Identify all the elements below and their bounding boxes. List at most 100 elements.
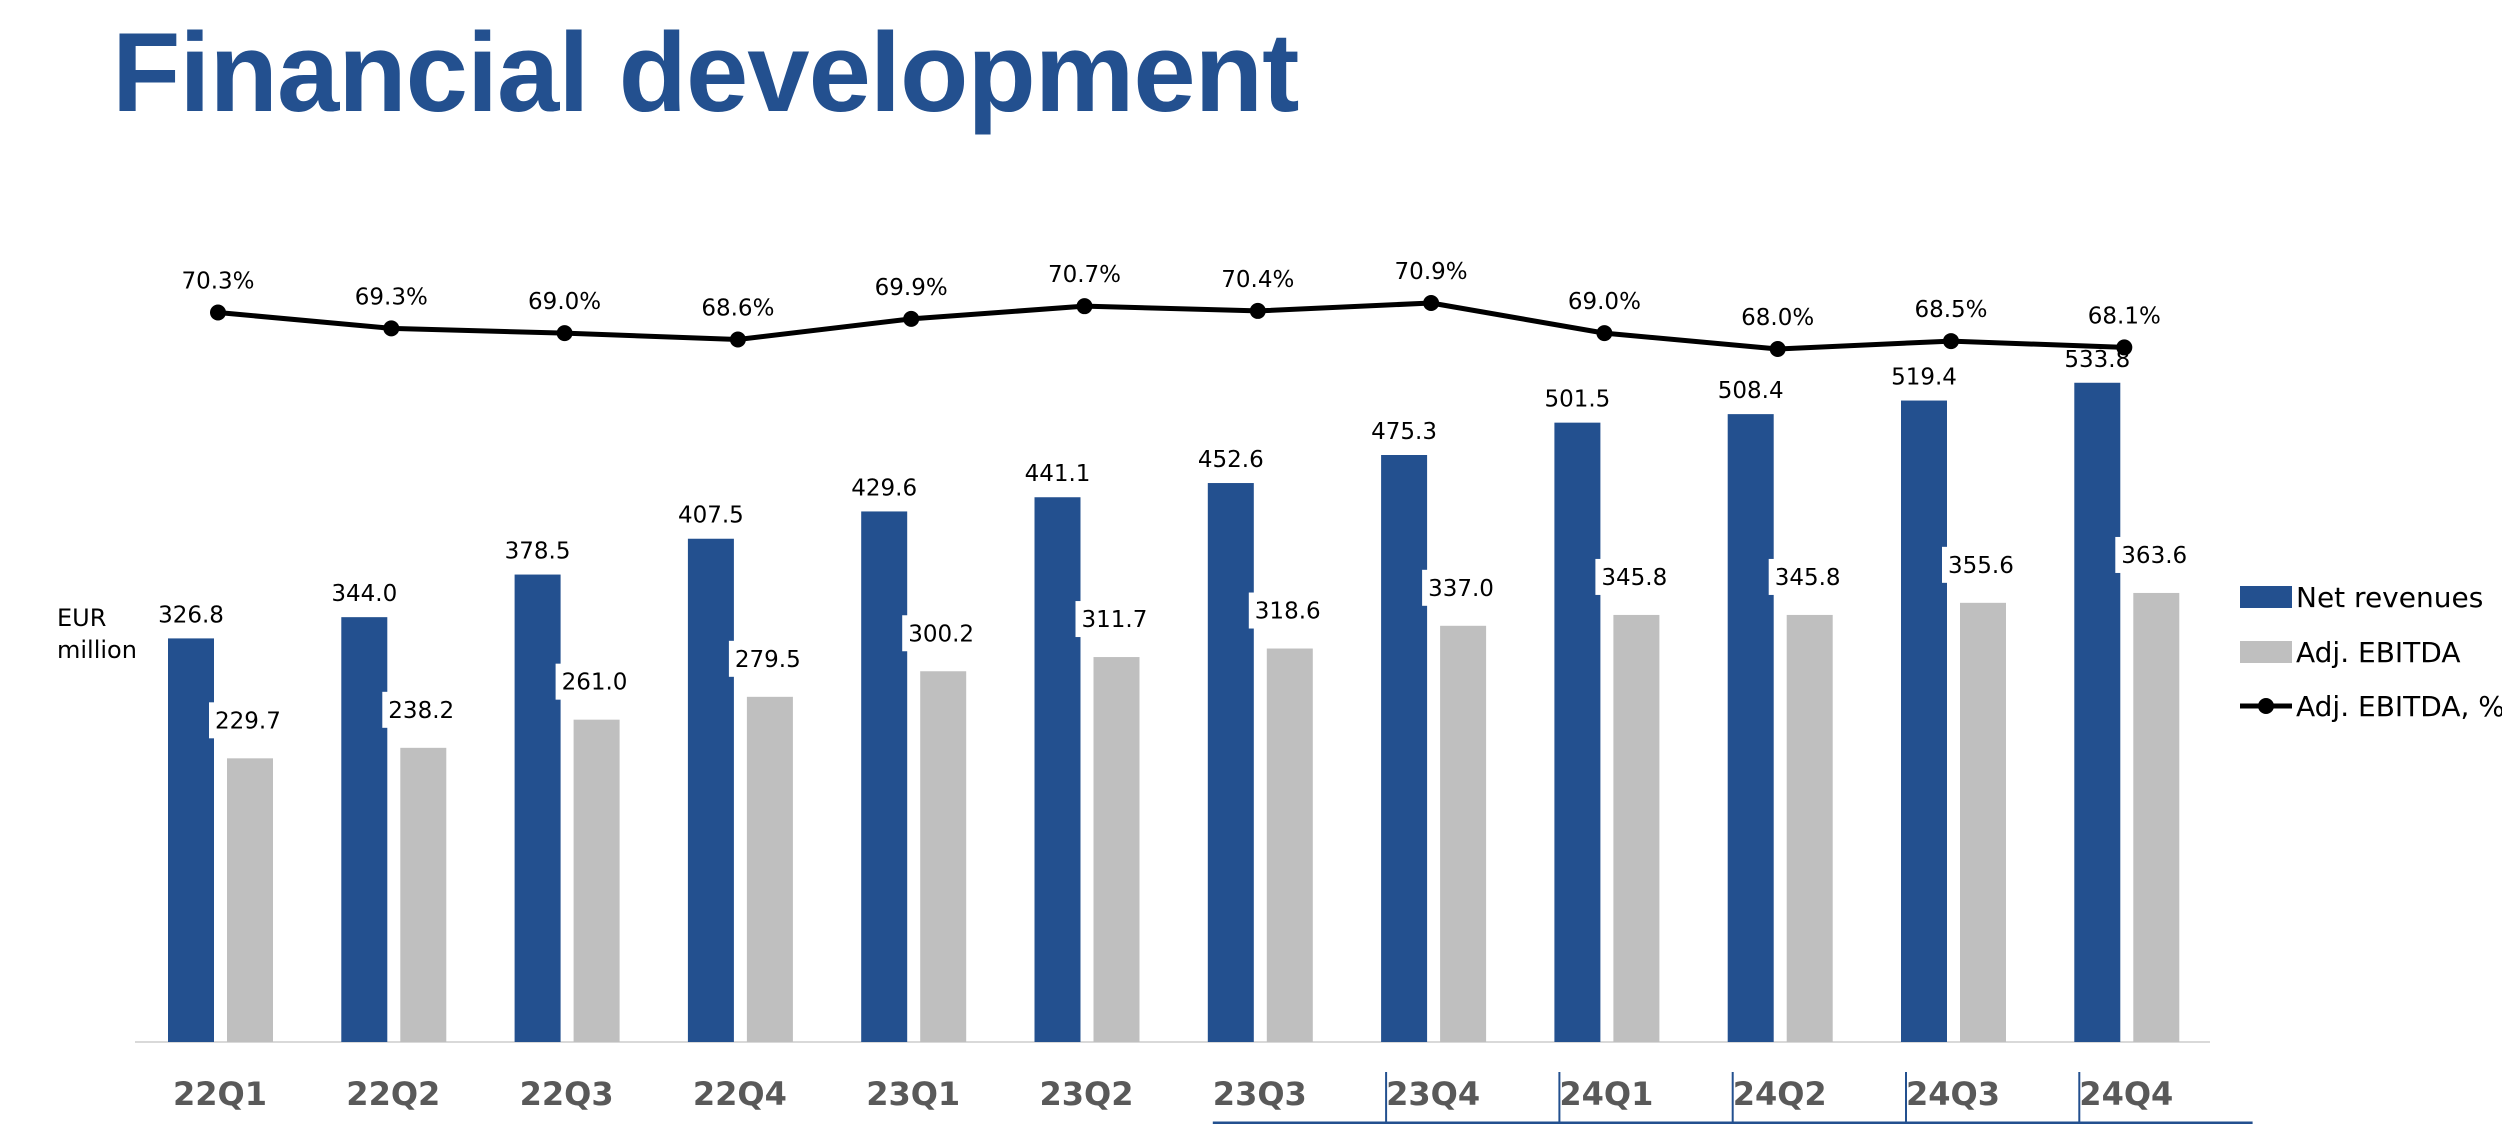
ebitda-margin-label-22Q4: 68.6% <box>701 295 774 321</box>
ebitda-bar-23Q3 <box>1266 648 1313 1042</box>
unit-label-line: EUR <box>57 604 106 632</box>
ebitda-label-22Q3: 261.0 <box>562 670 628 696</box>
ebitda-margin-line: 70.3% 69.3% 69.0% 68.6% 69.9% 70.7% 70.4% 70.9%… <box>181 259 2161 357</box>
legend-swatch-ebitda <box>2240 641 2292 663</box>
ebitda-label-22Q4: 279.5 <box>735 647 801 673</box>
ebitda-bar-22Q4 <box>746 696 793 1042</box>
net-revenue-bar-22Q3 <box>514 574 561 1042</box>
category-label-22Q1: 22Q1 <box>173 1075 267 1113</box>
net-revenue-bar-24Q3 <box>1901 400 1947 1042</box>
net-revenue-bar-23Q2 <box>1034 497 1081 1043</box>
ebitda-margin-label-23Q3: 70.4% <box>1221 267 1294 293</box>
net-revenue-bar-22Q1 <box>168 638 214 1042</box>
net-revenue-label-22Q1: 326.8 <box>158 602 224 628</box>
legend-marker-ebitda-margin <box>2258 698 2274 714</box>
ebitda-label-bg-24Q1 <box>1595 558 1676 595</box>
net-revenue-label-24Q3: 519.4 <box>1891 365 1957 391</box>
ebitda-margin-point-23Q1 <box>903 310 920 327</box>
category-label-22Q4: 22Q4 <box>693 1075 787 1113</box>
ebitda-margin-point-22Q2 <box>383 320 400 337</box>
category-label-23Q3: 23Q3 <box>1213 1075 1307 1113</box>
category-label-23Q4: 23Q4 <box>1386 1075 1480 1113</box>
ebitda-margin-label-24Q1: 69.0% <box>1568 289 1641 315</box>
ebitda-margin-label-22Q2: 69.3% <box>355 284 428 310</box>
net-revenue-label-23Q4: 475.3 <box>1371 419 1437 445</box>
ebitda-margin-point-23Q4 <box>1423 295 1440 311</box>
category-labels: 22Q1 22Q2 22Q3 22Q4 23Q1 23Q2 23Q3 23Q4 24Q1 24Q2… <box>173 1072 2253 1124</box>
ebitda-margin-label-24Q3: 68.5% <box>1914 297 1987 323</box>
ebitda-margin-label-23Q1: 69.9% <box>875 275 948 301</box>
ebitda-bar-24Q2 <box>1786 614 1833 1042</box>
ebitda-bar-24Q4 <box>2133 592 2180 1042</box>
ebitda-margin-label-23Q4: 70.9% <box>1395 259 1468 285</box>
net-revenue-label-23Q1: 429.6 <box>851 475 917 501</box>
ebitda-margin-point-22Q1 <box>210 304 226 321</box>
unit-label-line: million <box>57 636 137 664</box>
category-label-23Q2: 23Q2 <box>1040 1075 1134 1113</box>
ebitda-margin-label-24Q2: 68.0% <box>1741 305 1814 331</box>
net-revenue-label-23Q2: 441.1 <box>1025 461 1091 487</box>
legend: Net revenues Adj. EBITDA Adj. EBITDA, % <box>2240 581 2502 723</box>
legend-label-net-revenues: Net revenues <box>2296 581 2483 614</box>
ebitda-margin-label-23Q2: 70.7% <box>1048 262 1121 288</box>
ebitda-label-24Q3: 355.6 <box>1948 553 2014 579</box>
ebitda-margin-point-24Q3 <box>1943 333 1959 350</box>
category-label-24Q3: 24Q3 <box>1906 1075 2000 1113</box>
ebitda-margin-label-22Q3: 69.0% <box>528 289 601 315</box>
ebitda-margin-point-24Q4 <box>2116 339 2133 356</box>
ebitda-label-23Q1: 300.2 <box>908 621 974 647</box>
ebitda-bar-23Q1 <box>920 671 967 1042</box>
ebitda-label-24Q2: 345.8 <box>1775 565 1841 591</box>
ebitda-bar-23Q2 <box>1093 657 1140 1042</box>
ebitda-label-bg-23Q1 <box>902 615 983 652</box>
ebitda-label-24Q1: 345.8 <box>1601 565 1667 591</box>
net-revenue-bar-23Q1 <box>861 511 908 1043</box>
ebitda-margin-point-22Q3 <box>556 325 573 342</box>
ebitda-label-bg-23Q2 <box>1075 601 1156 638</box>
ebitda-margin-label-22Q1: 70.3% <box>181 269 254 295</box>
ebitda-label-bg-22Q2 <box>382 691 463 728</box>
net-revenue-label-23Q3: 452.6 <box>1198 447 1264 473</box>
legend-label-ebitda-margin: Adj. EBITDA, % <box>2296 690 2502 723</box>
ebitda-label-24Q4: 363.6 <box>2121 543 2187 569</box>
ebitda-margin-polyline <box>217 300 2125 352</box>
net-revenue-bar-24Q4 <box>2074 382 2121 1043</box>
net-revenue-label-24Q2: 508.4 <box>1718 378 1784 404</box>
data-labels: 326.8 344.0 378.5 407.5 429.6 441.1 452.6 475.3… <box>158 347 2196 739</box>
ebitda-margin-point-23Q3 <box>1249 302 1266 319</box>
ebitda-bar-22Q3 <box>573 719 620 1042</box>
ebitda-bar-23Q4 <box>1440 625 1487 1042</box>
ebitda-label-bg-22Q1 <box>209 702 289 739</box>
category-label-23Q1: 23Q1 <box>866 1075 960 1113</box>
ebitda-label-bg-23Q3 <box>1248 592 1329 629</box>
category-label-22Q3: 22Q3 <box>520 1075 614 1113</box>
net-revenue-label-22Q3: 378.5 <box>505 539 571 565</box>
ebitda-label-23Q2: 311.7 <box>1082 607 1148 633</box>
net-revenue-bar-22Q4 <box>687 538 734 1042</box>
page-title: Financial development <box>112 10 1299 135</box>
net-revenue-bar-23Q4 <box>1381 455 1428 1042</box>
category-label-24Q2: 24Q2 <box>1733 1075 1827 1113</box>
ebitda-margin-point-24Q1 <box>1596 325 1613 342</box>
ebitda-margin-point-24Q2 <box>1769 341 1786 357</box>
net-revenue-label-22Q2: 344.0 <box>331 581 397 607</box>
ebitda-label-bg-24Q3 <box>1942 546 2022 583</box>
ebitda-label-bg-24Q4 <box>2115 536 2196 573</box>
category-label-24Q4: 24Q4 <box>2079 1075 2173 1113</box>
ebitda-label-bg-23Q4 <box>1422 569 1503 606</box>
ebitda-label-bg-22Q3 <box>555 663 636 700</box>
bars <box>168 382 2180 1043</box>
net-revenue-bar-22Q2 <box>341 617 388 1042</box>
ebitda-label-22Q1: 229.7 <box>215 708 281 734</box>
ebitda-label-22Q2: 238.2 <box>388 698 454 724</box>
net-revenue-bar-24Q2 <box>1727 414 1774 1043</box>
net-revenue-bar-23Q3 <box>1207 483 1254 1042</box>
category-label-24Q1: 24Q1 <box>1559 1075 1653 1113</box>
ebitda-bar-24Q3 <box>1960 602 2006 1042</box>
net-revenue-label-24Q1: 501.5 <box>1544 387 1610 413</box>
ebitda-bar-22Q1 <box>227 758 273 1042</box>
ebitda-label-bg-24Q2 <box>1768 558 1849 595</box>
ebitda-margin-label-24Q4: 68.1% <box>2088 303 2161 329</box>
ebitda-bar-24Q1 <box>1613 614 1660 1042</box>
